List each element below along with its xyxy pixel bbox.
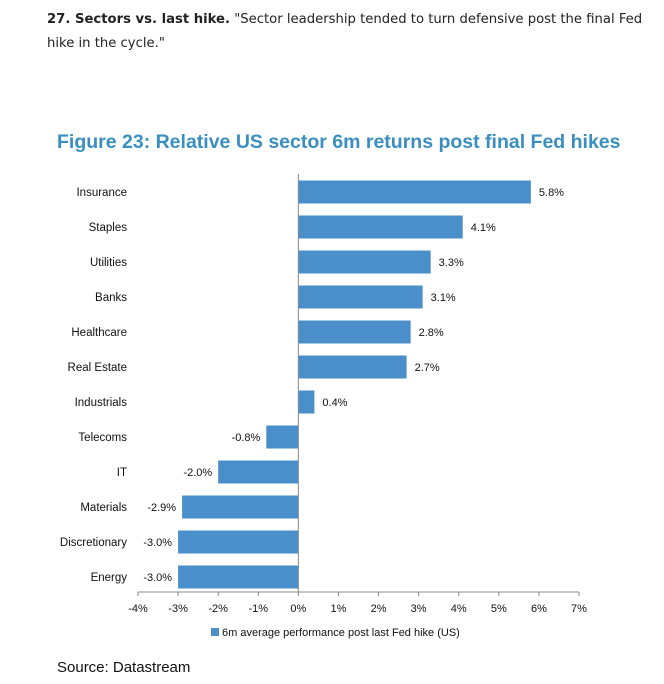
data-label: 0.4% [322, 397, 347, 409]
category-label: Banks [95, 292, 127, 304]
bar-healthcare [298, 320, 411, 344]
data-label: 3.3% [439, 257, 464, 269]
bar-insurance [298, 180, 531, 204]
x-tick-label: -3% [168, 603, 188, 615]
bar-materials [182, 495, 299, 519]
bar-discretionary [178, 530, 299, 554]
intro-lead: 27. Sectors vs. last hike. [47, 12, 231, 27]
category-label: Industrials [75, 397, 128, 409]
data-label: -0.8% [232, 432, 261, 444]
bar-industrials [298, 390, 315, 414]
data-label: 3.1% [431, 292, 456, 304]
bar-energy [178, 565, 299, 589]
bar-chart: Insurance 5.8% Staples 4.1% Utilities 3.3% Ban… [60, 174, 587, 639]
data-label: -2.9% [147, 502, 176, 514]
legend-label: 6m average performance post last Fed hik… [222, 627, 460, 639]
data-label: 4.1% [471, 222, 496, 234]
source-note: Source: Datastream [57, 659, 191, 676]
data-label: 2.8% [419, 327, 444, 339]
data-label: 2.7% [415, 362, 440, 374]
data-label: -2.0% [183, 467, 212, 479]
intro-quote: "Sector leadership tended to turn defens… [47, 12, 643, 51]
x-tick-label: 7% [571, 603, 587, 615]
category-label: Utilities [90, 257, 127, 269]
bar-utilities [298, 250, 431, 274]
category-label: Energy [91, 572, 128, 584]
chart-title: Figure 23: Relative US sector 6m returns… [57, 131, 621, 153]
x-tick-label: -1% [248, 603, 268, 615]
bar-staples [298, 215, 463, 239]
bar-it [218, 460, 299, 484]
category-label: IT [117, 467, 127, 479]
category-label: Telecoms [78, 432, 127, 444]
category-label: Discretionary [60, 537, 127, 549]
x-tick-label: 1% [331, 603, 347, 615]
category-label: Staples [89, 222, 128, 234]
intro-paragraph: 27. Sectors vs. last hike. "Sector leade… [47, 8, 647, 56]
legend-swatch [211, 628, 219, 636]
x-tick-label: 3% [411, 603, 427, 615]
bar-telecoms [266, 425, 299, 449]
bar-real-estate [298, 355, 407, 379]
category-label: Insurance [76, 187, 127, 199]
data-label: 5.8% [539, 187, 564, 199]
x-tick-label: 5% [491, 603, 507, 615]
x-tick-label: -4% [128, 603, 148, 615]
x-tick-label: 6% [531, 603, 547, 615]
x-tick-label: 2% [371, 603, 387, 615]
category-label: Materials [80, 502, 127, 514]
x-tick-label: -2% [208, 603, 228, 615]
category-label: Healthcare [71, 327, 127, 339]
data-label: -3.0% [143, 572, 172, 584]
x-tick-label: 4% [451, 603, 467, 615]
x-tick-label: 0% [290, 603, 306, 615]
data-label: -3.0% [143, 537, 172, 549]
bar-banks [298, 285, 423, 309]
category-label: Real Estate [68, 362, 127, 374]
